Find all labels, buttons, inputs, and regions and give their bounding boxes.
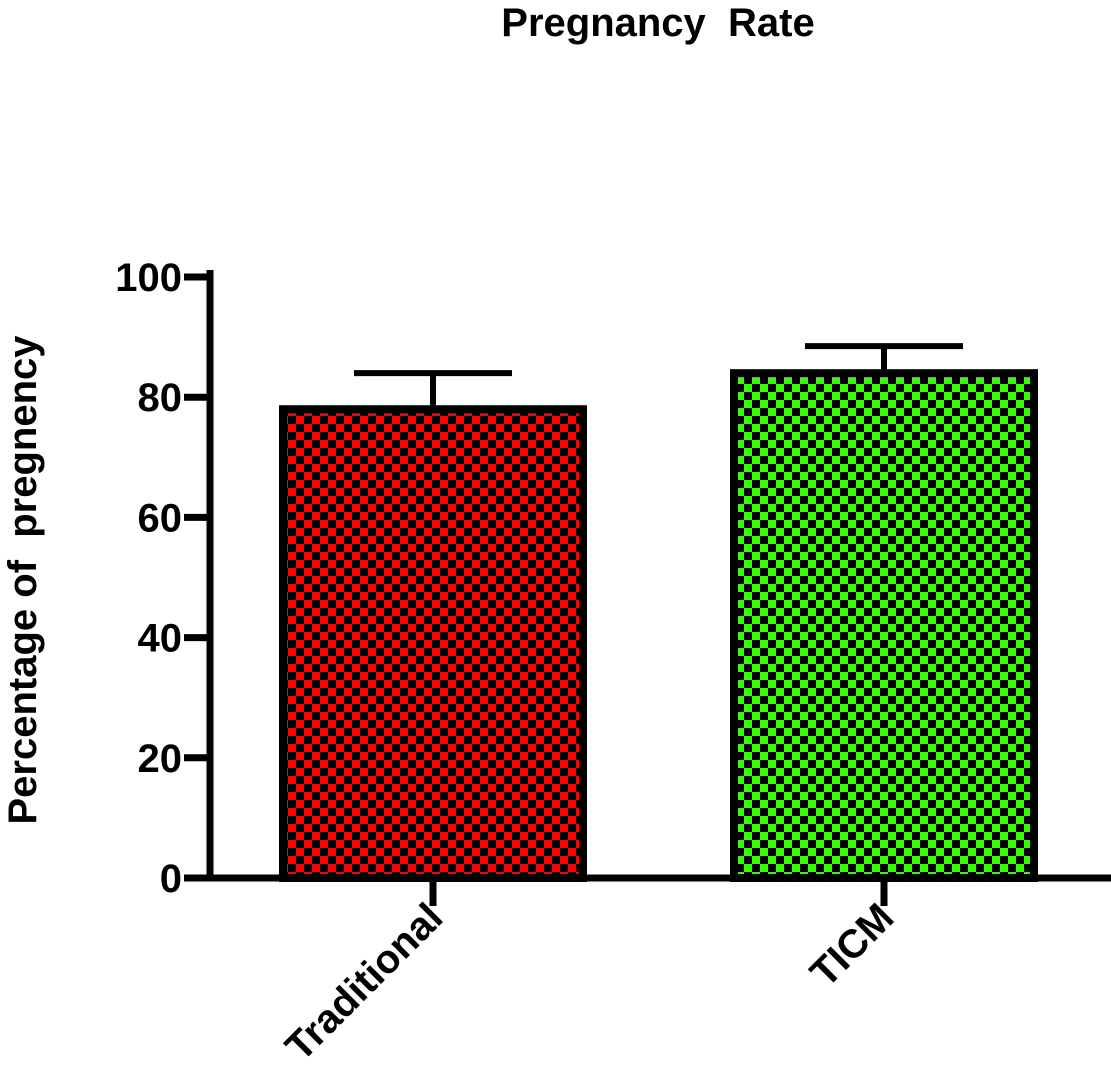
bar-traditional [279, 405, 587, 882]
y-axis-ticks: 0 20 40 60 80 100 [115, 256, 210, 901]
y-tick-label: 80 [138, 376, 183, 420]
error-bars [354, 343, 963, 410]
x-tick-label: Traditional [277, 895, 451, 1069]
y-tick-label: 20 [138, 737, 183, 781]
y-tick-label: 0 [160, 857, 182, 901]
bar-ticm [730, 369, 1038, 882]
y-axis-label: Percentage of pregnency [1, 335, 45, 825]
x-tick-label: TICM [802, 895, 902, 995]
chart-title: Pregnancy Rate [501, 1, 814, 45]
y-tick-label: 100 [115, 256, 182, 300]
bars [279, 369, 1038, 882]
x-axis-ticks: Traditional TICM [277, 878, 902, 1069]
y-tick-label: 60 [138, 496, 183, 540]
y-tick-label: 40 [138, 617, 183, 661]
